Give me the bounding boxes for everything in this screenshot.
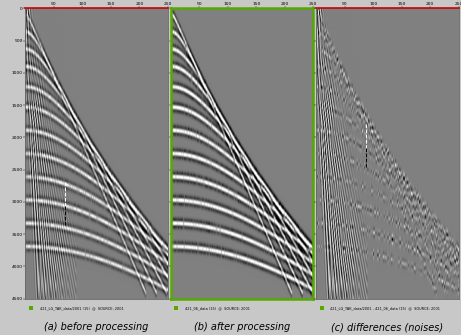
Text: (b) after processing: (b) after processing [194,322,290,332]
Text: (c) differences (noises): (c) differences (noises) [331,322,443,332]
Text: (a) before processing: (a) before processing [44,322,149,332]
Text: 421_LG_TAK_data/2001 (15)  @  SOURCE: 2001: 421_LG_TAK_data/2001 (15) @ SOURCE: 2001 [40,307,124,311]
Text: 421_06_data (15)  @  SOURCE: 2001: 421_06_data (15) @ SOURCE: 2001 [185,307,250,311]
Text: 421_LG_TAK_data/2001 - 421_06_data (15)  @  SOURCE: 2001: 421_LG_TAK_data/2001 - 421_06_data (15) … [331,307,440,311]
